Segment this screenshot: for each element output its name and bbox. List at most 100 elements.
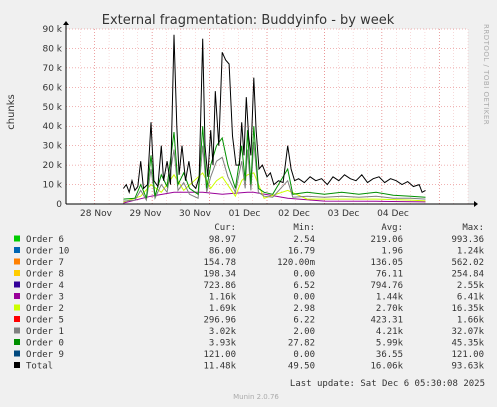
legend-value: 154.78 xyxy=(203,258,236,268)
legend-value: 5.99k xyxy=(376,339,404,349)
legend-value: 16.35k xyxy=(451,304,484,314)
legend-swatch xyxy=(14,350,20,357)
legend-swatch xyxy=(14,293,20,299)
legend-column-header: Avg: xyxy=(381,223,403,233)
legend-value: 3.02k xyxy=(209,327,237,337)
legend-value: 723.86 xyxy=(203,281,236,291)
legend-value: 1.66k xyxy=(457,316,485,326)
legend-value: 794.76 xyxy=(370,281,403,291)
x-tick-label: 01 Dec xyxy=(229,209,261,219)
x-tick-label: 28 Nov xyxy=(80,209,113,219)
legend-series-name: Order 2 xyxy=(26,304,64,314)
x-tick-label: 03 Dec xyxy=(328,209,360,219)
legend-value: 1.69k xyxy=(209,304,237,314)
legend-value: 45.35k xyxy=(451,339,484,349)
legend-value: 1.96 xyxy=(381,247,403,257)
legend-swatch xyxy=(14,316,20,322)
y-tick-label: 10 k xyxy=(42,181,62,191)
legend-swatch xyxy=(14,235,20,242)
x-tick-label: 04 Dec xyxy=(377,209,409,219)
y-tick-label: 60 k xyxy=(42,83,62,93)
legend-value: 562.02 xyxy=(451,258,484,268)
x-axis-arrow xyxy=(474,201,478,207)
legend-value: 93.63k xyxy=(451,362,484,372)
legend-value: 3.93k xyxy=(209,339,237,349)
legend-swatch xyxy=(14,362,20,368)
series-line-order-1 xyxy=(123,141,426,202)
legend-value: 120.00m xyxy=(277,258,315,268)
legend-value: 2.00 xyxy=(293,327,315,337)
legend-series-name: Order 5 xyxy=(26,316,64,326)
x-tick-labels: 28 Nov 29 Nov 30 Nov 01 Dec 02 Dec 03 Dec 04 D… xyxy=(80,209,409,219)
legend-swatch xyxy=(14,339,20,345)
legend-series-name: Order 9 xyxy=(26,350,64,360)
legend-value: 6.52 xyxy=(293,281,315,291)
y-tick-label: 20 k xyxy=(42,161,62,171)
legend-value: 6.22 xyxy=(293,316,315,326)
legend-value: 32.07k xyxy=(451,327,484,337)
legend-swatch xyxy=(14,281,20,288)
legend-swatch xyxy=(14,270,20,276)
legend-value: 198.34 xyxy=(203,270,236,280)
legend-value: 6.41k xyxy=(457,293,485,303)
legend-value: 36.55 xyxy=(376,350,403,360)
last-update: Last update: Sat Dec 6 05:30:08 2025 xyxy=(290,379,485,389)
legend-series-name: Order 10 xyxy=(26,247,69,257)
x-tick-label: 29 Nov xyxy=(130,209,163,219)
footer-credit: Munin 2.0.76 xyxy=(233,393,279,401)
legend-swatch xyxy=(14,304,20,311)
legend-value: 121.00 xyxy=(203,350,236,360)
legend-value: 423.31 xyxy=(370,316,403,326)
y-tick-label: 30 k xyxy=(42,142,62,152)
y-axis-arrow xyxy=(63,21,69,25)
legend-value: 254.84 xyxy=(451,270,484,280)
series-line-order-2 xyxy=(123,172,426,203)
y-axis-label: chunks xyxy=(6,94,17,130)
legend-swatch xyxy=(14,327,20,334)
legend-column-header: Cur: xyxy=(214,223,236,233)
legend-value: 1.16k xyxy=(209,293,237,303)
legend-series-name: Order 7 xyxy=(26,258,64,268)
side-label: RRDTOOL / TOBI OETIKER xyxy=(482,24,490,125)
legend-series-name: Total xyxy=(26,362,53,372)
legend-value: 49.50 xyxy=(288,362,315,372)
x-tick-label: 30 Nov xyxy=(179,209,212,219)
y-tick-label: 70 k xyxy=(42,64,62,74)
legend-value: 2.54 xyxy=(293,235,315,245)
legend-value: 1.24k xyxy=(457,247,485,257)
legend-series-name: Order 0 xyxy=(26,339,64,349)
legend-value: 219.06 xyxy=(370,235,403,245)
legend-value: 16.79 xyxy=(288,247,315,257)
legend-series-name: Order 8 xyxy=(26,270,64,280)
series-line-order-3 xyxy=(123,191,426,204)
legend-value: 296.96 xyxy=(203,316,236,326)
legend-swatch xyxy=(14,247,20,253)
legend-value: 16.06k xyxy=(370,362,403,372)
legend-value: 1.44k xyxy=(376,293,404,303)
legend-value: 27.82 xyxy=(288,339,315,349)
legend-value: 2.98 xyxy=(293,304,315,314)
legend-value: 4.21k xyxy=(376,327,404,337)
legend-value: 0.00 xyxy=(293,293,315,303)
legend-value: 136.05 xyxy=(370,258,403,268)
y-tick-label: 50 k xyxy=(42,103,62,113)
x-tick-label: 02 Dec xyxy=(278,209,310,219)
legend-value: 98.97 xyxy=(209,235,236,245)
legend-column-header: Max: xyxy=(462,223,484,233)
plot-lines xyxy=(123,34,426,204)
axes xyxy=(63,21,478,207)
series-line-total xyxy=(123,34,426,194)
series-line-order-0 xyxy=(123,126,426,200)
y-tick-label: 90 k xyxy=(42,25,62,35)
legend-value: 86.00 xyxy=(209,247,236,257)
legend-swatch xyxy=(14,258,20,265)
y-tick-label: 80 k xyxy=(42,44,62,54)
legend-column-header: Min: xyxy=(293,223,315,233)
chart-title: External fragmentation: Buddyinfo - by w… xyxy=(102,13,395,28)
y-tick-labels: 0 10 k 20 k 30 k 40 k 50 k 60 k 70 k 80 k 90 k xyxy=(42,25,62,210)
legend-value: 121.00 xyxy=(451,350,484,360)
legend-value: 2.55k xyxy=(457,281,485,291)
legend-series-name: Order 1 xyxy=(26,327,64,337)
legend-value: 11.48k xyxy=(203,362,236,372)
